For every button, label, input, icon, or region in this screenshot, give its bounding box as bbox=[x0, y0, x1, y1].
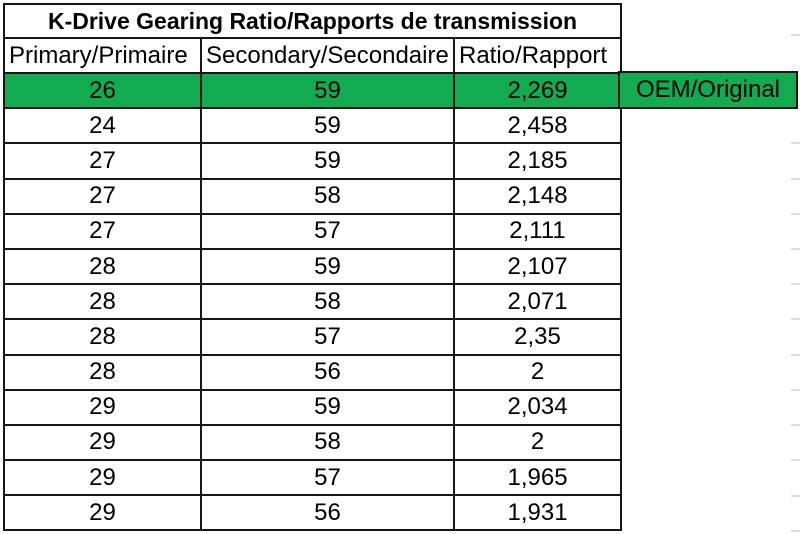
gridline-tick bbox=[791, 248, 800, 250]
cell-secondary: 59 bbox=[200, 71, 455, 110]
cell-ratio: 1,965 bbox=[452, 459, 623, 497]
table-row: 28 58 2,071 bbox=[3, 283, 623, 321]
table-row: 28 56 2 bbox=[3, 353, 623, 391]
table-row: 24 59 2,458 bbox=[3, 107, 623, 145]
cell-primary: 27 bbox=[3, 177, 202, 215]
cell-ratio: 2,458 bbox=[452, 107, 623, 145]
gridline-tick bbox=[791, 142, 800, 144]
gridline-tick bbox=[791, 354, 800, 356]
cell-secondary: 56 bbox=[200, 353, 455, 391]
cell-primary: 27 bbox=[3, 212, 202, 250]
cell-secondary: 58 bbox=[200, 423, 455, 462]
cell-primary: 28 bbox=[3, 353, 202, 391]
cell-secondary: 58 bbox=[200, 177, 455, 215]
cell-ratio: 2 bbox=[452, 353, 623, 391]
oem-highlight-label: OEM/Original bbox=[618, 71, 798, 109]
cell-secondary: 57 bbox=[200, 459, 455, 497]
cell-ratio: 2,107 bbox=[452, 247, 623, 286]
cell-primary: 29 bbox=[3, 388, 202, 426]
table-row: 27 59 2,185 bbox=[3, 142, 623, 180]
cell-ratio: 2,111 bbox=[452, 212, 623, 250]
cell-ratio: 2,034 bbox=[452, 388, 623, 426]
cell-primary: 28 bbox=[3, 318, 202, 356]
gearing-ratio-table: K-Drive Gearing Ratio/Rapports de transm… bbox=[2, 3, 623, 532]
cell-ratio: 2,071 bbox=[452, 283, 623, 321]
table-row: 29 56 1,931 bbox=[3, 494, 623, 532]
cell-ratio: 2 bbox=[452, 423, 623, 462]
gridline-tick bbox=[791, 424, 800, 426]
cell-primary: 24 bbox=[3, 107, 202, 145]
cell-primary: 29 bbox=[3, 494, 202, 532]
gridline-tick bbox=[791, 318, 800, 320]
cell-ratio: 2,269 bbox=[452, 71, 623, 110]
gridline-tick bbox=[791, 495, 800, 497]
cell-primary: 29 bbox=[3, 459, 202, 497]
gridline-tick bbox=[791, 178, 800, 180]
cell-primary: 28 bbox=[3, 283, 202, 321]
gridline-tick bbox=[791, 213, 800, 215]
table-row: 29 59 2,034 bbox=[3, 388, 623, 426]
table-row: 27 58 2,148 bbox=[3, 177, 623, 215]
table-header-row: Primary/Primaire Secondary/Secondaire Ra… bbox=[3, 37, 623, 74]
cell-secondary: 57 bbox=[200, 212, 455, 250]
cell-secondary: 59 bbox=[200, 107, 455, 145]
cell-secondary: 57 bbox=[200, 318, 455, 356]
gridline-tick bbox=[791, 389, 800, 391]
gridline-tick bbox=[791, 530, 800, 532]
table-title: K-Drive Gearing Ratio/Rapports de transm… bbox=[2, 3, 623, 39]
gridline-tick bbox=[791, 283, 800, 285]
cell-ratio: 1,931 bbox=[452, 494, 623, 532]
cell-ratio: 2,35 bbox=[452, 318, 623, 356]
column-header-secondary: Secondary/Secondaire bbox=[200, 37, 455, 74]
column-header-primary: Primary/Primaire bbox=[3, 37, 202, 74]
cell-primary: 29 bbox=[3, 423, 202, 462]
cell-ratio: 2,185 bbox=[452, 142, 623, 180]
cell-ratio: 2,148 bbox=[452, 177, 623, 215]
cell-secondary: 59 bbox=[200, 142, 455, 180]
cell-secondary: 56 bbox=[200, 494, 455, 532]
table-row: 28 59 2,107 bbox=[3, 247, 623, 286]
cell-secondary: 59 bbox=[200, 247, 455, 286]
cell-primary: 27 bbox=[3, 142, 202, 180]
table-row: 27 57 2,111 bbox=[3, 212, 623, 250]
gridline-tick bbox=[791, 459, 800, 461]
cell-secondary: 59 bbox=[200, 388, 455, 426]
cell-primary: 26 bbox=[3, 71, 202, 110]
cell-primary: 28 bbox=[3, 247, 202, 286]
table-row: 29 58 2 bbox=[3, 423, 623, 462]
column-header-ratio: Ratio/Rapport bbox=[452, 37, 623, 74]
table-title-row: K-Drive Gearing Ratio/Rapports de transm… bbox=[2, 3, 623, 39]
table-row: 28 57 2,35 bbox=[3, 318, 623, 356]
table-row-oem: 26 59 2,269 bbox=[3, 71, 623, 110]
table-row: 29 57 1,965 bbox=[3, 459, 623, 497]
cell-secondary: 58 bbox=[200, 283, 455, 321]
gridline-tick bbox=[791, 34, 800, 36]
